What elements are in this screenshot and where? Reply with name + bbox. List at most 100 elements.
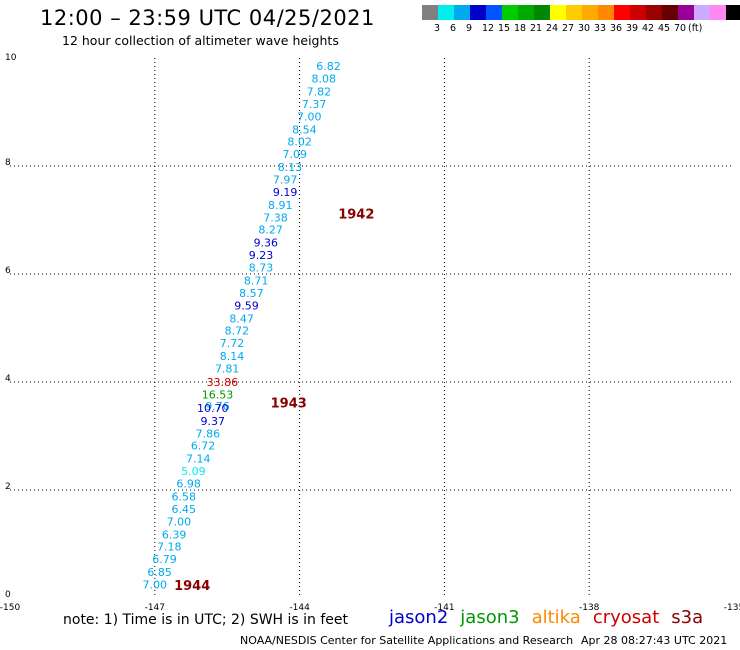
x-tick-label: -150: [0, 603, 20, 613]
chart-title: 12:00 – 23:59 UTC 04/25/2021: [40, 6, 375, 30]
wave-height-point: 7.72: [220, 337, 245, 350]
y-tick-label: 8: [5, 158, 11, 168]
color-scale-label: 21: [530, 23, 543, 34]
color-swatch: [486, 5, 502, 20]
x-tick-label: -147: [145, 603, 165, 613]
color-scale-label: 24: [546, 23, 559, 34]
y-tick-label: 10: [5, 53, 17, 63]
wave-height-point: 16.53: [202, 388, 234, 401]
wave-height-point: 6.82: [316, 60, 341, 73]
credit-text: NOAA/NESDIS Center for Satellite Applica…: [240, 634, 574, 647]
wave-height-point: 7.97: [273, 174, 298, 187]
color-scale-label: 12: [482, 23, 495, 34]
legend-cryosat: cryosat: [592, 607, 660, 628]
wave-height-point: 7.38: [263, 211, 288, 224]
satellite-legend: jason2 jason3 altika cryosat s3a: [389, 607, 715, 628]
wave-height-point: 8.91: [268, 199, 293, 212]
color-swatch: [598, 5, 614, 20]
wave-height-point: 7.14: [186, 453, 211, 466]
wave-height-point: 6.79: [152, 553, 177, 566]
legend-s3a: s3a: [671, 607, 704, 628]
wave-height-point: 8.08: [311, 73, 336, 86]
timestamp-text: Apr 28 08:27:43 UTC 2021: [581, 634, 728, 647]
note-text: note: 1) Time is in UTC; 2) SWH is in fe…: [63, 612, 349, 628]
color-swatch: [662, 5, 678, 20]
color-swatch: [534, 5, 550, 20]
y-tick-label: 2: [5, 482, 11, 492]
x-tick-label: -138: [579, 603, 600, 613]
axis-tick-labels: -150 -147 -144 -141 -138 -135 0 2 4 6 8 10: [0, 53, 740, 613]
wave-height-point: 8.27: [258, 224, 283, 237]
wave-height-point: 6.85: [147, 566, 172, 579]
wave-height-point: 6.58: [172, 490, 197, 503]
color-scale-label: 45: [658, 23, 671, 34]
color-swatch: [550, 5, 566, 20]
color-scale-swatches: [422, 5, 740, 20]
wave-height-point: 8.73: [249, 262, 274, 275]
color-scale-label: 39: [626, 23, 639, 34]
wave-height-point: 7.00: [167, 515, 192, 528]
wave-height-point: 6.45: [172, 503, 197, 516]
chart-subtitle: 12 hour collection of altimeter wave hei…: [62, 33, 339, 48]
wave-height-point: 7.00: [297, 110, 322, 123]
x-tick-label: -141: [434, 603, 454, 613]
time-label: 1944: [174, 579, 210, 594]
color-scale-label: 6: [450, 23, 457, 34]
grid-lines: [10, 58, 734, 598]
color-scale-legend: 3 6 9 12 15 18 21 24 27 30 33 36 39 42 45 70 (ft): [422, 5, 740, 34]
legend-jason2: jason2: [389, 607, 449, 628]
color-scale-label: (ft): [688, 23, 703, 34]
color-swatch: [710, 5, 726, 20]
x-tick-label: -135: [724, 603, 740, 613]
y-tick-label: 4: [5, 374, 11, 384]
color-swatch: [694, 5, 710, 20]
wave-height-point: 8.13: [278, 161, 303, 174]
color-scale-label: 70: [674, 23, 687, 34]
color-swatch: [422, 5, 438, 20]
wave-height-point: 9.37: [200, 415, 225, 428]
wave-height-point: 8.72: [225, 325, 250, 338]
wave-height-point: 9.59: [234, 299, 259, 312]
color-scale-label: 36: [610, 23, 623, 34]
color-swatch: [630, 5, 646, 20]
wave-height-point: 9.19: [273, 186, 298, 199]
wave-height-point: 8.57: [239, 287, 264, 300]
data-points: 6.828.087.827.377.008.548.027.098.137.97…: [143, 60, 341, 591]
wave-height-point: 9.36: [254, 237, 279, 250]
wave-height-point: 5.09: [181, 465, 206, 478]
color-scale-label: 33: [594, 23, 607, 34]
color-scale-label: 3: [434, 23, 441, 34]
time-label: 1942: [338, 208, 374, 223]
wave-height-point: 7.86: [196, 427, 221, 440]
wave-height-point: 7.18: [157, 541, 182, 554]
color-swatch: [726, 5, 740, 20]
legend-altika: altika: [531, 607, 581, 628]
wave-height-point: 7.00: [143, 579, 168, 592]
color-scale-label: 30: [578, 23, 591, 34]
color-swatch: [566, 5, 582, 20]
wave-height-point: 6.98: [176, 478, 201, 491]
time-labels: 1942 1943 1944: [174, 208, 374, 595]
color-scale-label: 18: [514, 23, 527, 34]
wave-height-point: 6.72: [191, 440, 216, 453]
color-scale-label: 15: [498, 23, 511, 34]
color-swatch: [518, 5, 534, 20]
y-tick-label: 0: [5, 590, 11, 600]
y-tick-label: 6: [5, 266, 11, 276]
wave-height-point: 6.39: [162, 528, 187, 541]
wave-height-point: 7.37: [302, 98, 327, 111]
legend-jason3: jason3: [460, 607, 520, 628]
wave-height-point: 8.47: [229, 312, 254, 325]
wave-height-point: 8.02: [287, 136, 312, 149]
color-scale-label: 9: [466, 23, 473, 34]
wave-height-point: 8.71: [244, 274, 269, 287]
color-swatch: [438, 5, 454, 20]
wave-height-point: 8.54: [292, 123, 317, 136]
wave-height-point: 10.70: [197, 402, 229, 415]
wave-height-point: 9.76: [205, 400, 230, 413]
color-swatch: [614, 5, 630, 20]
color-swatch: [678, 5, 694, 20]
wave-height-point: 7.82: [307, 85, 332, 98]
time-label: 1943: [271, 397, 307, 412]
